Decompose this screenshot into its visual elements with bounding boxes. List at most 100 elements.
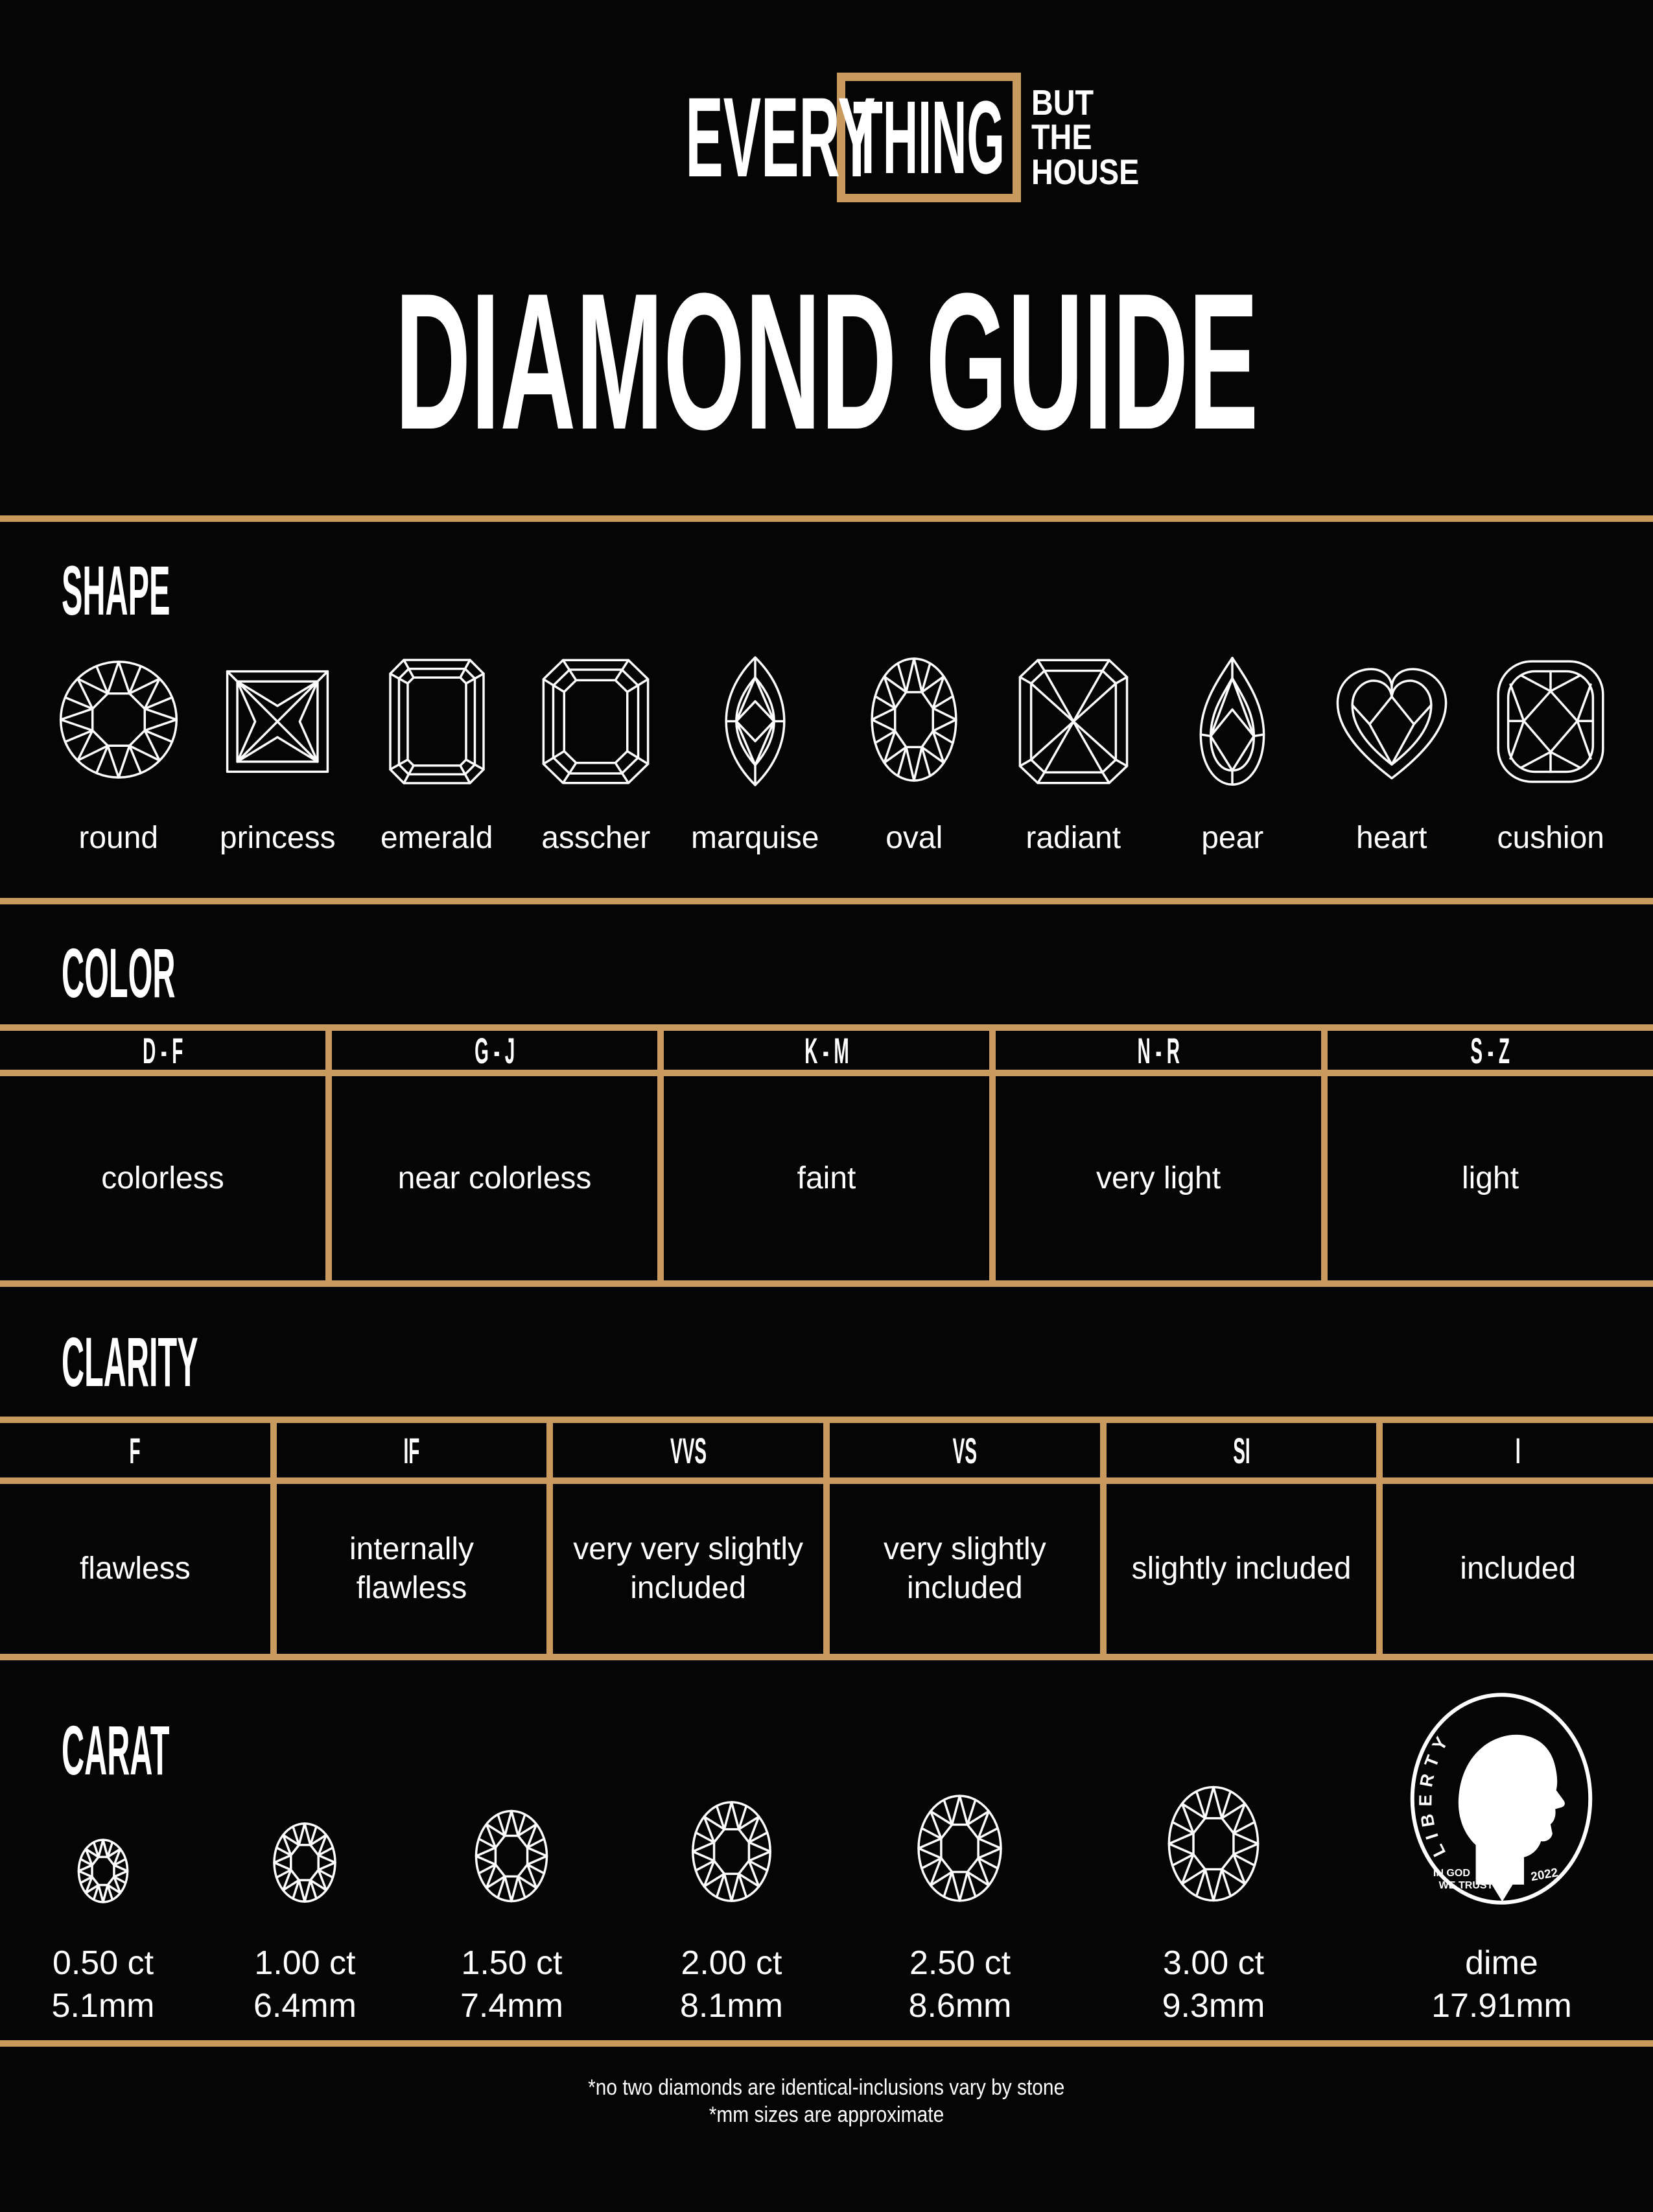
carat-diamond-icon <box>77 1674 129 1907</box>
carat-ct-label: dime <box>1465 1944 1538 1982</box>
radiant-diamond-icon <box>994 655 1153 788</box>
carat-item: 2.00 ct 8.1mm <box>620 1674 843 2025</box>
shape-label-heart: heart <box>1356 821 1427 855</box>
princess-diamond-icon <box>198 655 358 788</box>
shape-label-princess: princess <box>219 821 336 855</box>
marquise-diamond-icon <box>675 655 835 788</box>
clarity-table-header-row: F IF VVS VS SI I <box>0 1423 1653 1484</box>
clarity-value-cell: internally flawless <box>277 1484 554 1654</box>
clarity-section-heading: CLARITY <box>62 1323 198 1401</box>
footnote-line-1: *no two diamonds are identical-inclusion… <box>588 2075 1065 2100</box>
clarity-grade-cell: F <box>0 1423 277 1477</box>
heart-diamond-icon <box>1312 655 1471 788</box>
carat-diamond-icon <box>272 1674 337 1907</box>
brand-tagline-house: HOUSE <box>1031 151 1139 192</box>
carat-diamond-icon <box>474 1674 549 1907</box>
carat-mm-label: 8.6mm <box>908 1987 1012 2025</box>
carat-diamond-icon <box>1166 1674 1261 1907</box>
color-table: D - F G - J K - M N - R S - Z colorless … <box>0 1024 1653 1287</box>
brand-tagline-the: THE <box>1031 117 1092 158</box>
carat-item: 2.50 ct 8.6mm <box>843 1674 1077 2025</box>
carat-ct-label: 0.50 ct <box>52 1944 154 1982</box>
color-table-body-row: colorless near colorless faint very ligh… <box>0 1076 1653 1280</box>
clarity-value-cell: included <box>1460 1551 1577 1586</box>
color-grade-cell: K - M <box>664 1030 996 1071</box>
color-grade-cell: D - F <box>0 1030 332 1071</box>
carat-mm-label: 8.1mm <box>680 1987 783 2025</box>
brand-logo: EVERY THING BUT THE HOUSE <box>0 73 1653 202</box>
carat-ct-label: 2.50 ct <box>909 1944 1011 1982</box>
carat-mm-label: 6.4mm <box>253 1987 357 2025</box>
brand-tagline-but: BUT <box>1031 82 1094 123</box>
shape-icons-row <box>0 655 1653 788</box>
color-value-cell: faint <box>664 1076 996 1280</box>
brand-tagline: BUT THE HOUSE <box>998 82 1158 193</box>
clarity-grade-cell: IF <box>277 1423 554 1477</box>
section-divider <box>0 2040 1653 2047</box>
clarity-table-body-row: flawless internally flawless very very s… <box>0 1484 1653 1654</box>
shape-label-pear: pear <box>1201 821 1264 855</box>
color-value-cell: light <box>1461 1160 1519 1195</box>
carat-item: 1.50 ct 7.4mm <box>404 1674 620 2025</box>
brand-word-every: EVERY <box>685 74 876 201</box>
carat-ct-label: 3.00 ct <box>1162 1944 1265 1982</box>
carat-item: 0.50 ct 5.1mm <box>0 1674 206 2025</box>
color-grade-cell: N - R <box>996 1030 1328 1071</box>
clarity-value-cell: very slightly included <box>830 1484 1107 1654</box>
carat-item: 1.00 ct 6.4mm <box>206 1674 404 2025</box>
color-table-header-row: D - F G - J K - M N - R S - Z <box>0 1030 1653 1076</box>
shape-section-heading: SHAPE <box>62 551 170 629</box>
carat-item: 3.00 ct 9.3mm <box>1077 1674 1350 2025</box>
clarity-grade-cell: I <box>1515 1430 1521 1471</box>
color-value-cell: colorless <box>0 1076 332 1280</box>
carat-mm-label: 9.3mm <box>1162 1987 1265 2025</box>
dime-coin-icon: LIBERTY IN GOD WE TRUST 2022 <box>1407 1674 1596 1907</box>
cushion-diamond-icon <box>1471 655 1631 788</box>
color-grade-cell: G - J <box>332 1030 664 1071</box>
shape-label-oval: oval <box>885 821 943 855</box>
diamond-guide-poster: { "colors": {"gold": "#c99a5e", "backgro… <box>0 73 1653 2212</box>
carat-mm-label: 17.91mm <box>1431 1987 1572 2025</box>
color-value-cell: very light <box>996 1076 1328 1280</box>
shape-labels-row: round princess emerald asscher marquise … <box>0 820 1653 856</box>
round-diamond-icon <box>39 655 198 788</box>
carat-diamond-icon <box>690 1674 773 1907</box>
clarity-grade-cell: SI <box>1107 1423 1383 1477</box>
clarity-table: F IF VVS VS SI I flawless internally fla… <box>0 1417 1653 1660</box>
carat-item: LIBERTY IN GOD WE TRUST 2022 dime 17.91m… <box>1350 1674 1653 2025</box>
clarity-grade-cell: VS <box>830 1423 1107 1477</box>
shape-label-asscher: asscher <box>541 821 651 855</box>
clarity-grade-cell: VVS <box>553 1423 830 1477</box>
shape-label-cushion: cushion <box>1497 821 1604 855</box>
carat-mm-label: 5.1mm <box>51 1987 155 2025</box>
page-title: DIAMOND GUIDE <box>395 252 1258 470</box>
color-grade-cell: S - Z <box>1470 1030 1510 1071</box>
shape-label-emerald: emerald <box>381 821 493 855</box>
carat-ct-label: 1.00 ct <box>254 1944 356 1982</box>
color-section-heading: COLOR <box>62 934 176 1012</box>
section-divider <box>0 515 1653 522</box>
color-value-cell: near colorless <box>332 1076 664 1280</box>
shape-label-radiant: radiant <box>1026 821 1121 855</box>
brand-word-thing: THING <box>852 79 1005 195</box>
clarity-value-cell: slightly included <box>1107 1484 1383 1654</box>
clarity-value-cell: very very slightly included <box>553 1484 830 1654</box>
shape-label-marquise: marquise <box>691 821 819 855</box>
dime-motto-line2: WE TRUST <box>1439 1879 1494 1891</box>
carat-ct-label: 2.00 ct <box>681 1944 782 1982</box>
carat-mm-label: 7.4mm <box>460 1987 563 2025</box>
footnote-line-2: *mm sizes are approximate <box>709 2102 944 2127</box>
emerald-diamond-icon <box>357 655 517 788</box>
carat-size-row: 0.50 ct 5.1mm 1.00 ct 6.4mm 1.50 ct 7.4m… <box>0 1674 1653 2025</box>
asscher-diamond-icon <box>517 655 676 788</box>
dime-motto-line1: IN GOD <box>1433 1867 1470 1879</box>
carat-ct-label: 1.50 ct <box>461 1944 563 1982</box>
section-divider <box>0 898 1653 904</box>
carat-section-heading: CARAT <box>62 1711 170 1789</box>
brand-logo-box: THING <box>836 73 1021 202</box>
shape-label-round: round <box>78 821 159 855</box>
oval-diamond-icon <box>835 655 994 788</box>
carat-diamond-icon <box>916 1674 1003 1907</box>
clarity-value-cell: flawless <box>0 1484 277 1654</box>
pear-diamond-icon <box>1153 655 1313 788</box>
